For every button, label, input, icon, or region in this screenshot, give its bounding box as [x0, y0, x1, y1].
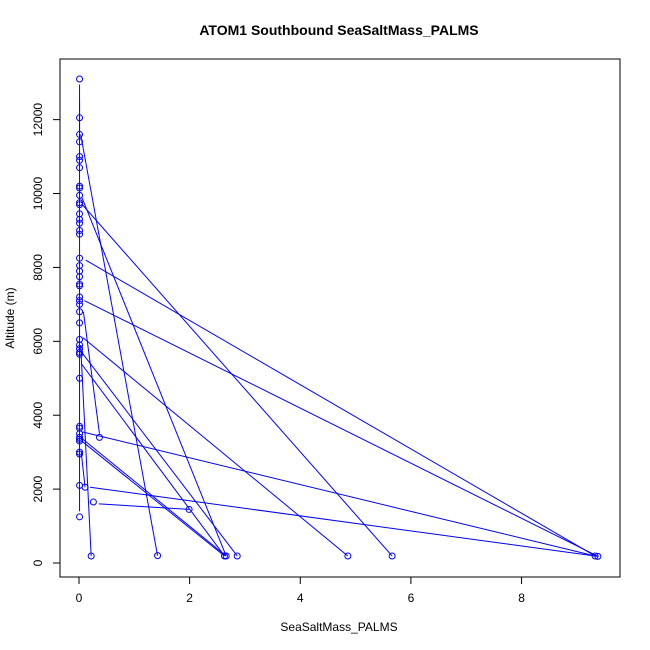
x-tick-label: 4 — [297, 591, 304, 605]
series-line-segment — [81, 204, 393, 557]
data-point — [76, 219, 84, 227]
data-point — [76, 230, 84, 238]
data-point — [76, 273, 84, 281]
data-point — [76, 156, 84, 164]
data-point — [81, 483, 89, 491]
data-point — [76, 138, 84, 146]
series-line-segment — [82, 337, 349, 557]
data-point — [76, 153, 84, 161]
series-lines — [79, 84, 599, 557]
data-point — [591, 552, 599, 560]
series-line-segment — [80, 363, 225, 557]
data-point — [76, 422, 84, 430]
y-tick-label: 10000 — [31, 177, 45, 211]
data-point — [76, 215, 84, 223]
data-point — [233, 552, 241, 560]
data-point — [76, 297, 84, 305]
data-point — [76, 282, 84, 290]
data-point — [185, 505, 193, 513]
data-point — [76, 254, 84, 262]
chart-title: ATOM1 Southbound SeaSaltMass_PALMS — [199, 22, 478, 38]
series-line-segment — [80, 134, 159, 556]
data-point — [76, 308, 84, 316]
data-point — [76, 341, 84, 349]
series-line-segment — [81, 197, 227, 557]
series-line-segment — [80, 452, 86, 488]
y-tick-label: 0 — [31, 559, 45, 566]
data-point — [76, 513, 84, 521]
data-point — [76, 199, 84, 207]
data-point — [87, 552, 95, 560]
data-point — [76, 448, 84, 456]
data-point — [154, 552, 162, 560]
x-tick-label: 0 — [76, 591, 83, 605]
data-point — [76, 348, 84, 356]
data-point — [76, 319, 84, 327]
data-point — [76, 435, 84, 443]
data-point — [76, 280, 84, 288]
y-axis-label: Altitude (m) — [3, 287, 17, 348]
data-point — [222, 552, 230, 560]
series-line-segment — [81, 352, 238, 557]
data-point — [95, 433, 103, 441]
y-tick-label: 4000 — [31, 402, 45, 429]
data-point — [76, 437, 84, 445]
data-point — [76, 450, 84, 458]
y-tick-label: 12000 — [31, 103, 45, 137]
data-point — [89, 498, 97, 506]
data-point — [76, 300, 84, 308]
data-point — [76, 184, 84, 192]
x-tick-label: 6 — [408, 591, 415, 605]
plot-frame — [59, 58, 621, 578]
x-axis: 0 2 4 6 8 — [76, 576, 525, 605]
series-line-segment — [82, 311, 100, 434]
data-point — [76, 182, 84, 190]
data-point — [76, 350, 84, 358]
data-point — [344, 552, 352, 560]
data-point — [76, 114, 84, 122]
series-line-segment — [84, 300, 599, 557]
data-point — [76, 433, 84, 441]
series-line-segment — [85, 259, 596, 557]
series-line-segment — [89, 486, 598, 557]
y-tick-label: 6000 — [31, 328, 45, 355]
data-point — [76, 201, 84, 209]
data-point — [76, 374, 84, 382]
series-line-segment — [98, 503, 190, 510]
series-line-segment — [80, 436, 227, 557]
data-point — [76, 130, 84, 138]
series-points — [76, 75, 602, 560]
x-tick-label: 8 — [518, 591, 525, 605]
x-tick-label: 2 — [186, 591, 193, 605]
data-point — [76, 75, 84, 83]
series-line-segment — [81, 440, 225, 557]
data-point — [594, 552, 602, 560]
series-line-segment — [82, 431, 596, 557]
x-axis-label: SeaSaltMass_PALMS — [280, 620, 397, 634]
data-point — [76, 164, 84, 172]
data-point — [388, 552, 396, 560]
data-point — [76, 191, 84, 199]
y-tick-label: 2000 — [31, 475, 45, 502]
y-tick-label: 8000 — [31, 254, 45, 281]
data-point — [76, 293, 84, 301]
data-point — [76, 226, 84, 234]
y-axis: 0 2000 4000 6000 8000 10000 12000 — [31, 103, 61, 566]
